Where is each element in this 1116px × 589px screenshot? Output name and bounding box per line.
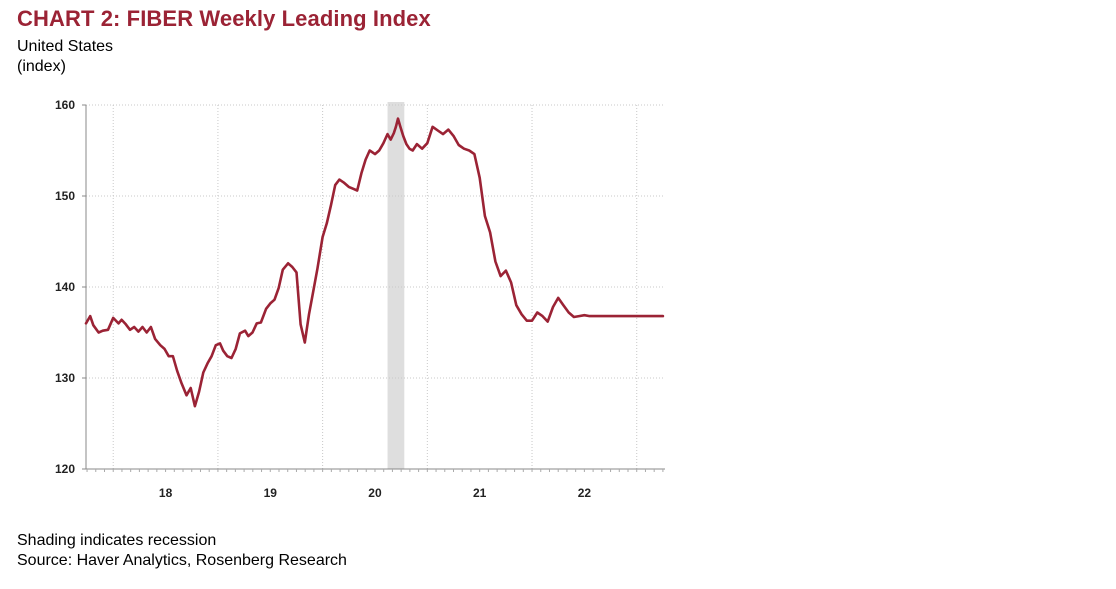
series-line-1 — [84, 117, 665, 408]
y-tick-label-140: 140 — [55, 280, 75, 294]
recession-shading-1 — [387, 102, 405, 469]
y-tick-label-150: 150 — [55, 189, 75, 203]
y-tick-label-120: 120 — [55, 462, 75, 476]
source-note: Source: Haver Analytics, Rosenberg Resea… — [17, 552, 347, 569]
y-tick-label-160: 160 — [55, 98, 75, 112]
recession-note: Shading indicates recession — [17, 532, 217, 549]
chart-subtitle-region: United States — [17, 38, 114, 55]
chart-subtitle-units: (index) — [17, 58, 66, 75]
chart-title: CHART 2: FIBER Weekly Leading Index — [17, 6, 431, 31]
x-tick-label-22: 22 — [578, 486, 592, 500]
x-tick-label-20: 20 — [368, 486, 382, 500]
x-tick-label-18: 18 — [159, 486, 173, 500]
y-tick-label-130: 130 — [55, 371, 75, 385]
x-tick-label-21: 21 — [473, 486, 487, 500]
x-tick-label-19: 19 — [264, 486, 278, 500]
